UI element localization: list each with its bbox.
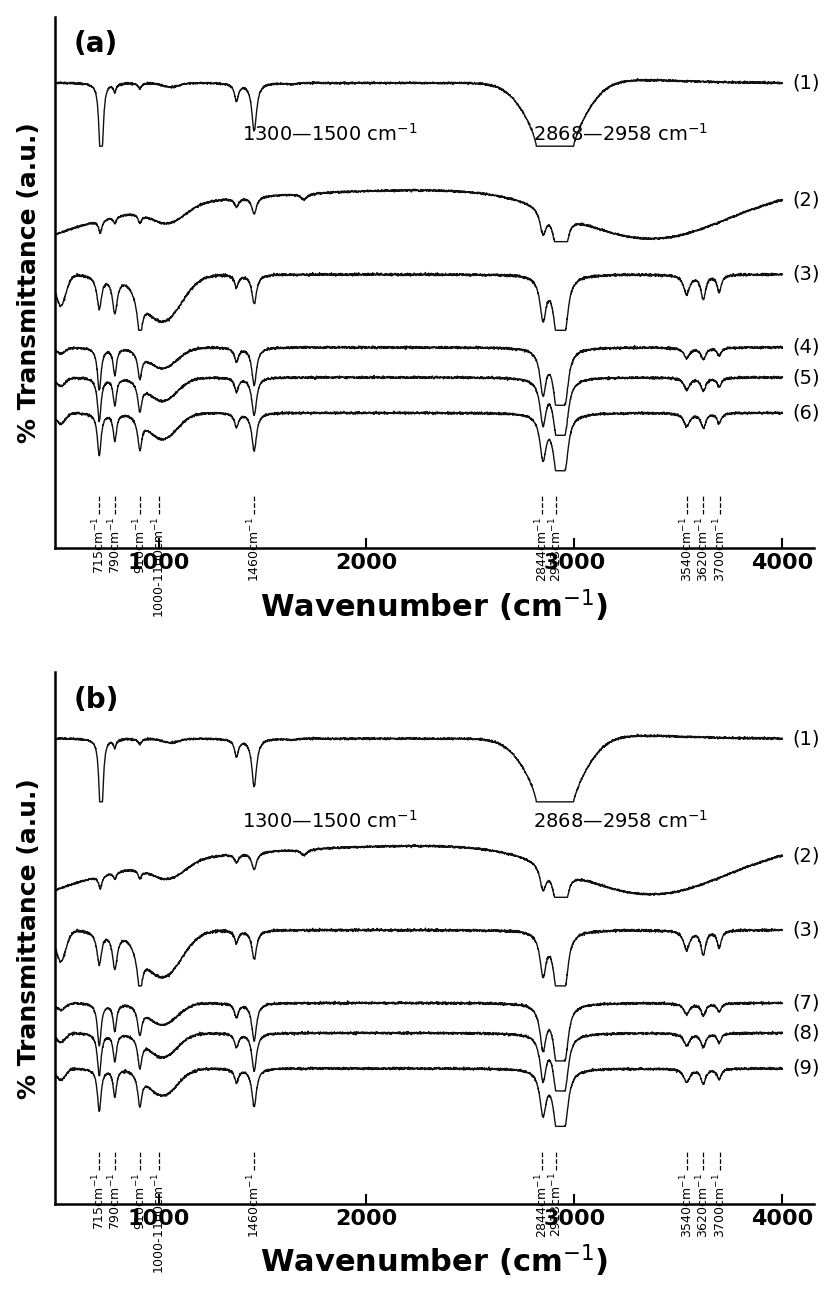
Text: 3540cm$^{-1}$: 3540cm$^{-1}$ bbox=[679, 1173, 695, 1238]
Text: (1): (1) bbox=[793, 730, 820, 748]
Text: 2868—2958 cm$^{-1}$: 2868—2958 cm$^{-1}$ bbox=[533, 123, 708, 145]
X-axis label: Wavenumber (cm$^{-1}$): Wavenumber (cm$^{-1}$) bbox=[260, 587, 608, 623]
Text: 3540cm$^{-1}$: 3540cm$^{-1}$ bbox=[679, 517, 695, 582]
Text: (6): (6) bbox=[793, 403, 820, 422]
Text: 1460cm$^{-1}$: 1460cm$^{-1}$ bbox=[246, 1173, 262, 1238]
Text: 910cm$^{-1}$: 910cm$^{-1}$ bbox=[132, 1173, 148, 1230]
Text: 2844cm$^{-1}$: 2844cm$^{-1}$ bbox=[533, 1173, 550, 1238]
Text: 1460cm$^{-1}$: 1460cm$^{-1}$ bbox=[246, 517, 262, 582]
Y-axis label: % Transmittance (a.u.): % Transmittance (a.u.) bbox=[17, 122, 40, 443]
Text: 1000-1100cm$^{-1}$: 1000-1100cm$^{-1}$ bbox=[150, 517, 167, 618]
Text: 2913cm$^{-1}$: 2913cm$^{-1}$ bbox=[548, 1173, 564, 1238]
Text: 3700cm$^{-1}$: 3700cm$^{-1}$ bbox=[711, 517, 728, 582]
Text: (3): (3) bbox=[793, 264, 820, 284]
Text: 790cm$^{-1}$: 790cm$^{-1}$ bbox=[107, 1173, 123, 1230]
Text: 715cm$^{-1}$: 715cm$^{-1}$ bbox=[91, 1173, 108, 1230]
Text: 2868—2958 cm$^{-1}$: 2868—2958 cm$^{-1}$ bbox=[533, 810, 708, 832]
Text: (5): (5) bbox=[793, 368, 821, 388]
Text: (9): (9) bbox=[793, 1059, 820, 1078]
Text: 790cm$^{-1}$: 790cm$^{-1}$ bbox=[107, 517, 123, 574]
Text: 1300—1500 cm$^{-1}$: 1300—1500 cm$^{-1}$ bbox=[242, 810, 417, 832]
Y-axis label: % Transmittance (a.u.): % Transmittance (a.u.) bbox=[17, 778, 40, 1099]
Text: 1000-1100cm$^{-1}$: 1000-1100cm$^{-1}$ bbox=[150, 1173, 167, 1274]
Text: 3620cm$^{-1}$: 3620cm$^{-1}$ bbox=[695, 1173, 711, 1238]
Text: 910cm$^{-1}$: 910cm$^{-1}$ bbox=[132, 517, 148, 574]
Text: 2844cm$^{-1}$: 2844cm$^{-1}$ bbox=[533, 517, 550, 582]
Text: (1): (1) bbox=[793, 74, 820, 92]
Text: 1300—1500 cm$^{-1}$: 1300—1500 cm$^{-1}$ bbox=[242, 123, 417, 145]
Text: 715cm$^{-1}$: 715cm$^{-1}$ bbox=[91, 517, 108, 574]
Text: 3620cm$^{-1}$: 3620cm$^{-1}$ bbox=[695, 517, 711, 582]
Text: (3): (3) bbox=[793, 920, 820, 940]
Text: (a): (a) bbox=[74, 30, 118, 58]
Text: (8): (8) bbox=[793, 1024, 820, 1042]
Text: 3700cm$^{-1}$: 3700cm$^{-1}$ bbox=[711, 1173, 728, 1238]
Text: (7): (7) bbox=[793, 994, 820, 1012]
Text: (2): (2) bbox=[793, 191, 820, 210]
Text: (b): (b) bbox=[74, 686, 119, 714]
Text: (4): (4) bbox=[793, 338, 820, 356]
Text: (2): (2) bbox=[793, 846, 820, 866]
X-axis label: Wavenumber (cm$^{-1}$): Wavenumber (cm$^{-1}$) bbox=[260, 1243, 608, 1279]
Text: 2913cm$^{-1}$: 2913cm$^{-1}$ bbox=[548, 517, 564, 582]
